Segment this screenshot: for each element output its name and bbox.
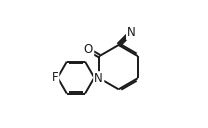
Text: N: N (127, 26, 136, 39)
Text: N: N (94, 72, 103, 85)
Text: F: F (52, 71, 58, 84)
Text: O: O (84, 43, 93, 56)
